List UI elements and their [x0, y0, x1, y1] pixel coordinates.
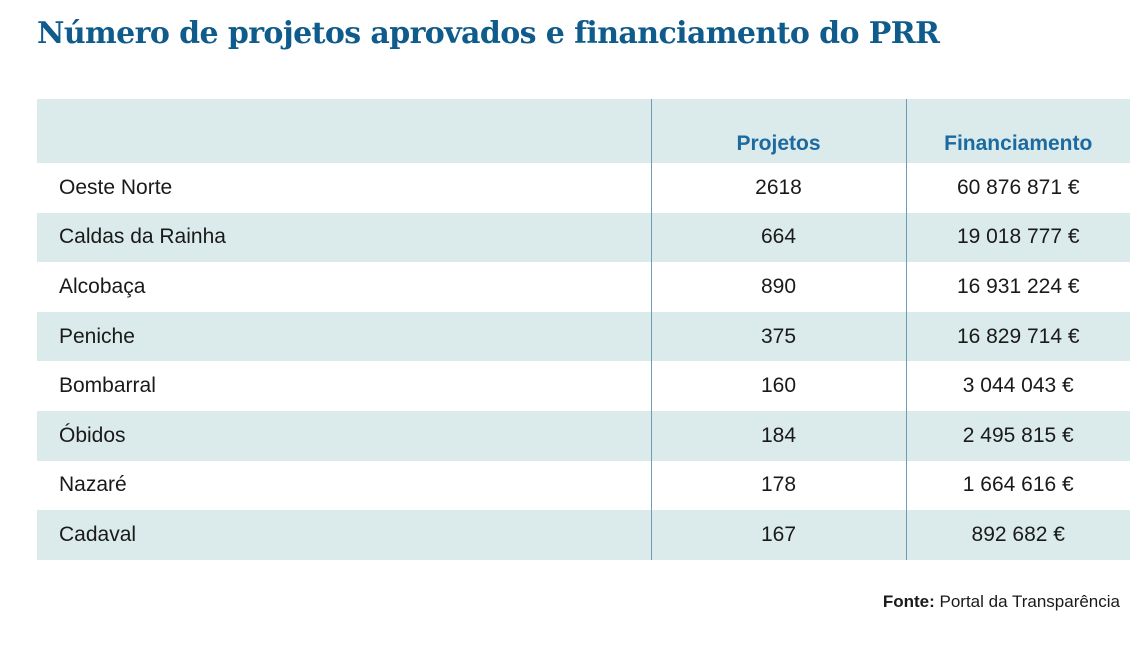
cell-projetos: 167: [650, 510, 906, 560]
cell-municipality: Cadaval: [59, 522, 137, 546]
chart-title: Número de projetos aprovados e financiam…: [37, 16, 940, 51]
cell-municipality: Oeste Norte: [59, 175, 173, 199]
table-row: Alcobaça 890 16 931 224 €: [37, 262, 1130, 312]
table-row: Cadaval 167 892 682 €: [37, 510, 1130, 560]
table-row: Óbidos 184 2 495 815 €: [37, 410, 1130, 461]
cell-financiamento: 16 829 714 €: [905, 311, 1130, 362]
cell-projetos: 184: [650, 410, 906, 461]
cell-projetos: 890: [650, 262, 906, 312]
cell-projetos: 2618: [650, 163, 906, 213]
cell-financiamento: 2 495 815 €: [905, 410, 1130, 461]
cell-projetos: 178: [650, 460, 906, 511]
cell-projetos: 375: [650, 311, 906, 362]
table-row: Peniche 375 16 829 714 €: [37, 311, 1130, 362]
cell-financiamento: 19 018 777 €: [905, 212, 1130, 263]
cell-financiamento: 3 044 043 €: [905, 361, 1130, 411]
source-text: Portal da Transparência: [939, 592, 1121, 611]
table-body: Oeste Norte 2618 60 876 871 € Caldas da Rai…: [37, 163, 1130, 560]
data-table: Projetos Financiamento Oeste Norte 2618 60…: [37, 99, 1130, 560]
cell-municipality: Nazaré: [59, 473, 127, 497]
cell-financiamento: 892 682 €: [905, 510, 1130, 560]
table-row: Oeste Norte 2618 60 876 871 €: [37, 163, 1130, 213]
cell-municipality: Peniche: [59, 324, 135, 348]
header-municipality: [37, 99, 651, 163]
header-projetos: Projetos: [650, 99, 906, 163]
cell-financiamento: 16 931 224 €: [905, 262, 1130, 312]
cell-projetos: 160: [650, 361, 906, 411]
cell-municipality: Caldas da Rainha: [59, 225, 226, 249]
table-row: Caldas da Rainha 664 19 018 777 €: [37, 212, 1130, 263]
source-label: Fonte:: [882, 592, 935, 611]
cell-municipality: Óbidos: [59, 423, 126, 447]
cell-municipality: Bombarral: [59, 374, 156, 398]
cell-financiamento: 60 876 871 €: [905, 163, 1130, 213]
table-row: Nazaré 178 1 664 616 €: [37, 460, 1130, 511]
cell-projetos: 664: [650, 212, 906, 263]
header-financiamento: Financiamento: [905, 99, 1130, 163]
header-row: Projetos Financiamento: [37, 99, 1130, 163]
source-note: Fonte: Portal da Transparência: [883, 592, 1120, 612]
table-row: Bombarral 160 3 044 043 €: [37, 361, 1130, 411]
cell-municipality: Alcobaça: [59, 274, 146, 298]
cell-financiamento: 1 664 616 €: [905, 460, 1130, 511]
